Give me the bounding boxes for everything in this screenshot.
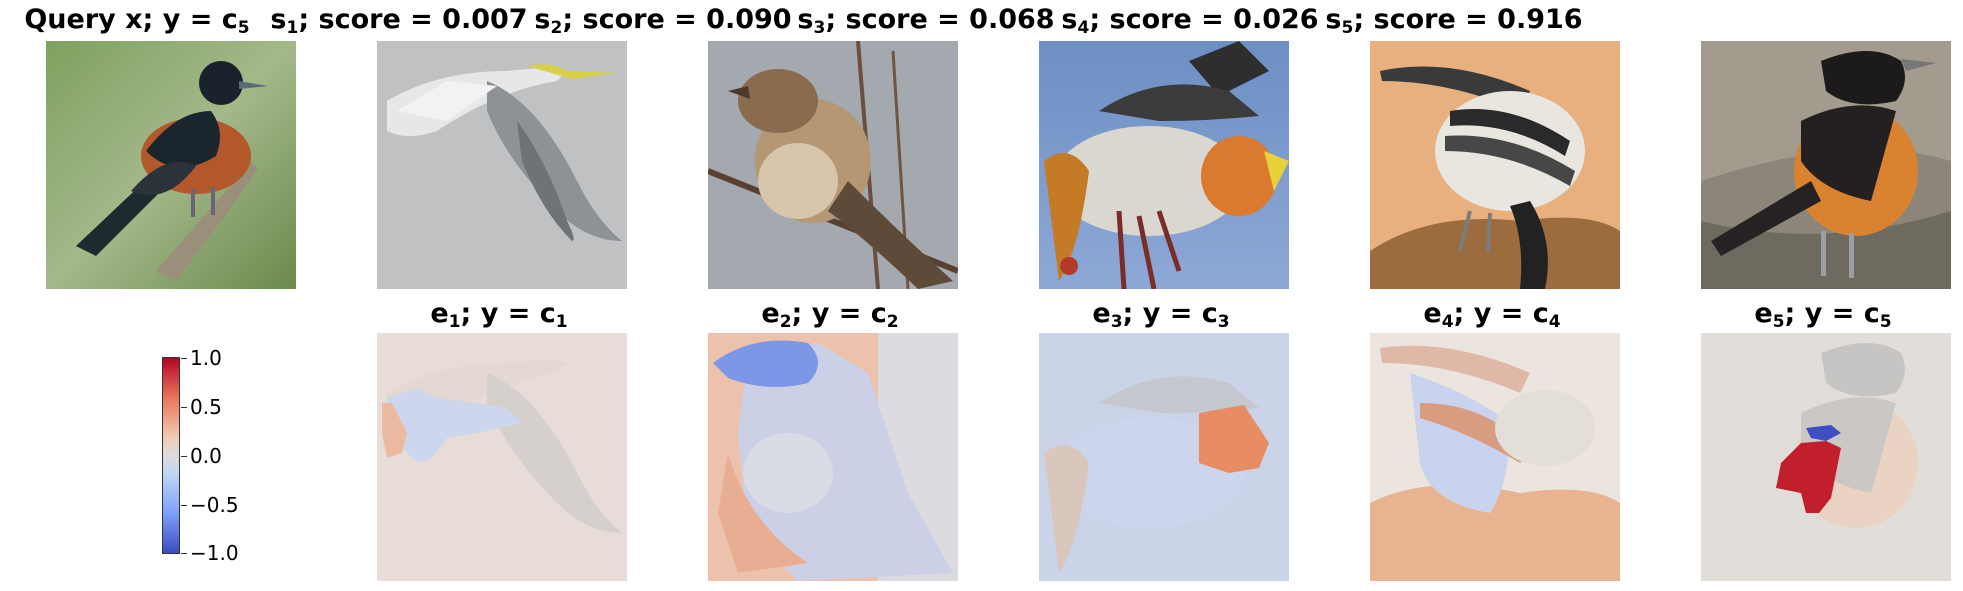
support-title-5: s5; score = 0.916 [1289, 4, 1619, 38]
support-prefix-5: s [1325, 4, 1342, 35]
seagull-illustration [377, 41, 627, 289]
colorbar-tick-3 [181, 456, 187, 457]
explanation-title-3: e3; y = c3 [996, 298, 1326, 332]
colorbar-label-2: 0.5 [190, 395, 222, 419]
support-score-2: ; score = 0.090 [562, 4, 792, 35]
query-bird-image [46, 41, 296, 289]
explanation-class-sub-3: 3 [1217, 312, 1230, 332]
support-title-3: s3; score = 0.068 [761, 4, 1091, 38]
query-bird-illustration [46, 41, 296, 289]
oriole-illustration [1701, 41, 1951, 289]
explanation-prefix-1: e [430, 298, 449, 329]
support-sub-2: 2 [550, 18, 563, 38]
support-score-1: ; score = 0.007 [298, 4, 528, 35]
colorbar-tick-4 [181, 505, 187, 506]
support-title-1: s1; score = 0.007 [234, 4, 564, 38]
explanation-map-3 [1039, 333, 1289, 581]
sparrow-illustration [708, 41, 958, 289]
explanation-map-5 [1701, 333, 1951, 581]
seagull-image [377, 41, 627, 289]
explanation-prefix-5: e [1754, 298, 1773, 329]
explanation-sub-3: 3 [1110, 312, 1123, 332]
explanation-label-4: ; y = c [1453, 298, 1549, 329]
explanation-heatmap-5 [1701, 333, 1951, 581]
support-prefix-2: s [534, 4, 551, 35]
support-score-5: ; score = 0.916 [1353, 4, 1583, 35]
support-prefix-1: s [270, 4, 287, 35]
explanation-sub-2: 2 [779, 312, 792, 332]
explanation-prefix-3: e [1092, 298, 1111, 329]
explanation-class-sub-5: 5 [1879, 312, 1892, 332]
explanation-title-2: e2; y = c2 [665, 298, 995, 332]
support-sub-4: 4 [1077, 18, 1090, 38]
explanation-heatmap-2 [708, 333, 958, 581]
explanation-class-sub-4: 4 [1548, 312, 1561, 332]
colorbar-tick-2 [181, 407, 187, 408]
support-prefix-3: s [797, 4, 814, 35]
colorbar-label-1: 1.0 [190, 346, 222, 370]
explanation-title-1: e1; y = c1 [334, 298, 664, 332]
support-sub-1: 1 [286, 18, 299, 38]
explanation-label-1: ; y = c [460, 298, 556, 329]
explanation-label-2: ; y = c [791, 298, 887, 329]
explanation-heatmap-1 [377, 333, 627, 581]
explanation-class-sub-1: 1 [555, 312, 568, 332]
support-prefix-4: s [1061, 4, 1078, 35]
explanation-heatmap-4 [1370, 333, 1620, 581]
support-title-4: s4; score = 0.026 [1025, 4, 1355, 38]
support-score-3: ; score = 0.068 [825, 4, 1055, 35]
explanation-sub-4: 4 [1441, 312, 1454, 332]
explanation-title-5: e5; y = c5 [1658, 298, 1963, 332]
waxwing-image [1039, 41, 1289, 289]
query-title-sub: 5 [237, 18, 250, 38]
colorbar-tick-5 [181, 553, 187, 554]
colorbar-label-4: −0.5 [190, 493, 239, 517]
explanation-prefix-2: e [761, 298, 780, 329]
colorbar-label-5: −1.0 [190, 541, 239, 565]
colorbar [162, 357, 180, 554]
explanation-heatmap-3 [1039, 333, 1289, 581]
sparrow-image [708, 41, 958, 289]
shrike-illustration [1370, 41, 1620, 289]
explanation-sub-1: 1 [448, 312, 461, 332]
query-title: Query x; y = c5 [0, 4, 302, 38]
explanation-prefix-4: e [1423, 298, 1442, 329]
explanation-map-4 [1370, 333, 1620, 581]
explanation-sub-5: 5 [1772, 312, 1785, 332]
explanation-class-sub-2: 2 [886, 312, 899, 332]
support-sub-3: 3 [813, 18, 826, 38]
support-sub-5: 5 [1341, 18, 1354, 38]
support-score-4: ; score = 0.026 [1089, 4, 1319, 35]
oriole-image [1701, 41, 1951, 289]
explanation-map-2 [708, 333, 958, 581]
explanation-map-1 [377, 333, 627, 581]
colorbar-label-3: 0.0 [190, 444, 222, 468]
shrike-image [1370, 41, 1620, 289]
waxwing-illustration [1039, 41, 1289, 289]
query-title-text: Query x; y = c [24, 4, 238, 35]
colorbar-tick-1 [181, 358, 187, 359]
explanation-title-4: e4; y = c4 [1327, 298, 1657, 332]
explanation-label-3: ; y = c [1122, 298, 1218, 329]
support-title-2: s2; score = 0.090 [498, 4, 828, 38]
explanation-label-5: ; y = c [1784, 298, 1880, 329]
